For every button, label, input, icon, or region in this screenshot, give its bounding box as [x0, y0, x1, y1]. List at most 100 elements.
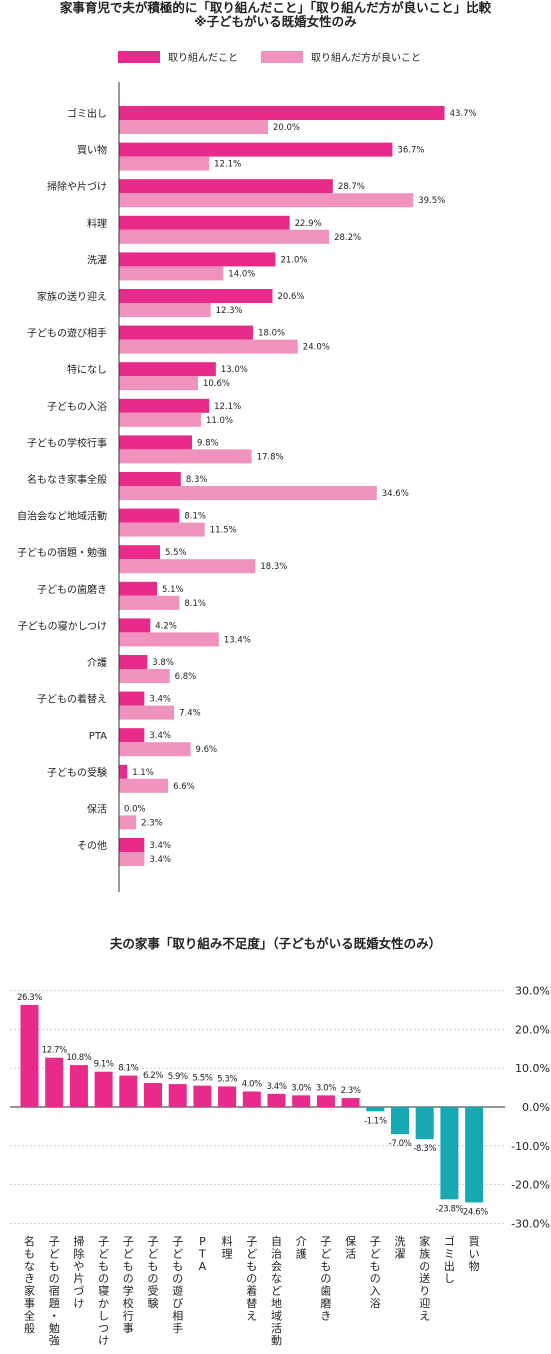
data-label: 34.6%: [382, 489, 409, 499]
category-label-char: ど: [271, 1285, 282, 1298]
data-label: 10.8%: [66, 1053, 91, 1063]
data-label: 11.0%: [206, 416, 233, 426]
data-label: 7.4%: [179, 709, 201, 719]
category-label-char: も: [370, 1260, 381, 1273]
bar-should: [119, 193, 414, 208]
bar-done: [119, 325, 254, 340]
category-label-char: 験: [148, 1296, 159, 1310]
category-label-char: 学: [123, 1284, 134, 1298]
bar-should: [119, 339, 298, 354]
category-label-char: も: [148, 1260, 159, 1273]
y-tick-label: 20.0%: [515, 1023, 550, 1036]
category-label: 子どもの入浴: [47, 401, 107, 413]
bar-should: [119, 376, 198, 391]
category-label-char: 介: [296, 1235, 307, 1248]
category-label-char: ど: [148, 1247, 159, 1260]
category-label-char: 子: [49, 1235, 60, 1248]
category-label-char: ど: [172, 1247, 183, 1260]
category-label-char: 事: [24, 1297, 35, 1310]
category-label-char: 買: [469, 1235, 480, 1248]
bar-done: [119, 508, 180, 523]
category-label-char: び: [172, 1297, 183, 1310]
data-label: -1.1%: [364, 1116, 387, 1126]
category-label-char: も: [123, 1260, 134, 1273]
data-label: 24.0%: [303, 343, 330, 353]
category-label-char: 名: [24, 1234, 35, 1248]
data-label: 20.6%: [277, 292, 304, 302]
category-label-char: 掃: [73, 1234, 84, 1248]
bar-positive: [292, 1095, 311, 1107]
category-label-char: 治: [271, 1246, 282, 1260]
category-label: 子どもの着替え: [37, 693, 107, 706]
category-label-char: し: [444, 1272, 455, 1285]
data-label: 18.3%: [260, 562, 287, 572]
data-label: 5.1%: [162, 585, 184, 595]
category-label-char: ど: [123, 1247, 134, 1260]
bar-positive: [193, 1085, 212, 1107]
data-label: 12.3%: [216, 306, 243, 316]
data-label: 3.4%: [267, 1082, 287, 1092]
category-label-char: 宿: [49, 1284, 60, 1298]
category-label-char: 域: [271, 1309, 282, 1322]
data-label: 28.7%: [338, 182, 365, 192]
horizontal-bar-chart: ゴミ出し 43.7% 20.0% 買い物 36.7% 12.1% 掃除や片づけ 28.7% 39…: [17, 82, 477, 892]
bar-positive: [218, 1086, 237, 1107]
data-label: 8.1%: [118, 1064, 138, 1074]
category-label-char: 動: [271, 1333, 282, 1347]
bar-done: [119, 691, 145, 706]
category-label-char: 迎: [419, 1297, 430, 1310]
y-tick-label: -10.0%: [511, 1140, 550, 1153]
category-label-char: 替: [246, 1296, 257, 1310]
category-label-char: 家: [24, 1284, 35, 1298]
category-label-char: 子: [123, 1235, 134, 1248]
data-label: 22.9%: [295, 219, 322, 229]
category-label-char: か: [98, 1297, 109, 1310]
chart1-title-line1: 家事育児で夫が積極的に「取り組んだこと」「取り組んだ方が良いこと」比較: [59, 0, 492, 15]
bar-should: [119, 852, 145, 866]
category-label-char: 行: [123, 1309, 134, 1322]
data-label: -23.8%: [436, 1204, 464, 1214]
category-label-char: 手: [172, 1321, 183, 1335]
bar-done: [119, 472, 181, 486]
category-label: 名もなき家事全般: [27, 473, 107, 486]
category-label-char: ど: [49, 1247, 60, 1260]
category-label: 自治会など地域活動: [17, 510, 107, 523]
data-label: 13.4%: [224, 635, 251, 645]
data-label: 20.0%: [273, 123, 300, 133]
category-label-char: も: [320, 1260, 331, 1273]
category-label-char: 磨: [320, 1297, 331, 1310]
data-label: 28.2%: [334, 233, 361, 243]
bar-should: [119, 156, 210, 171]
data-label: 0.0%: [124, 804, 146, 814]
category-label-char: つ: [98, 1322, 109, 1335]
category-label-char: 家: [419, 1234, 430, 1248]
bar-done: [119, 545, 160, 560]
data-label: 9.1%: [94, 1060, 114, 1070]
category-label-char: 遊: [172, 1284, 183, 1298]
data-label: 9.6%: [196, 745, 218, 755]
category-label-char: 相: [172, 1309, 183, 1322]
data-label: 17.8%: [257, 452, 284, 462]
data-label: 4.2%: [155, 621, 177, 631]
bar-should: [119, 778, 169, 793]
y-tick-label: 30.0%: [515, 985, 550, 998]
data-label: 8.1%: [184, 599, 206, 609]
bar-should: [119, 266, 224, 281]
category-label-char: 出: [444, 1259, 455, 1273]
bar-negative: [415, 1107, 434, 1140]
category-label-char: 自: [271, 1235, 282, 1248]
data-label: 5.5%: [192, 1074, 212, 1084]
bar-done: [119, 289, 273, 303]
category-label: 介護: [87, 656, 107, 669]
category-label-char: 勉: [49, 1321, 60, 1335]
category-label-char: 除: [73, 1246, 84, 1260]
bar-done: [119, 764, 128, 779]
data-label: 8.3%: [186, 475, 208, 485]
data-label: 1.1%: [132, 768, 154, 778]
data-label: 39.5%: [418, 196, 445, 206]
bar-done: [119, 106, 445, 120]
category-label: 洗濯: [87, 254, 107, 266]
legend-swatch-should: [261, 50, 303, 63]
data-label: 13.0%: [221, 365, 248, 375]
bar-should: [119, 632, 219, 647]
